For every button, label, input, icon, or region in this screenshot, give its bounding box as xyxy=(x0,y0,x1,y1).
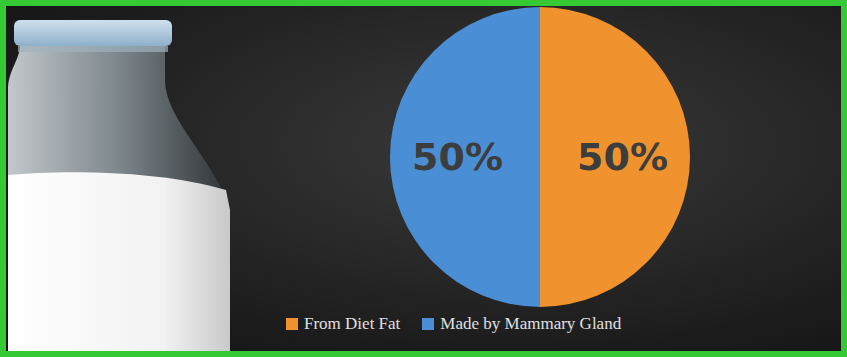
html-text:From Diet Fat: From Diet Fat xyxy=(304,314,401,333)
svg-text:50%: 50% xyxy=(412,135,503,179)
svg-text:50%: 50% xyxy=(577,135,668,179)
html-text:Made by Mammary Gland: Made by Mammary Gland xyxy=(440,314,622,333)
